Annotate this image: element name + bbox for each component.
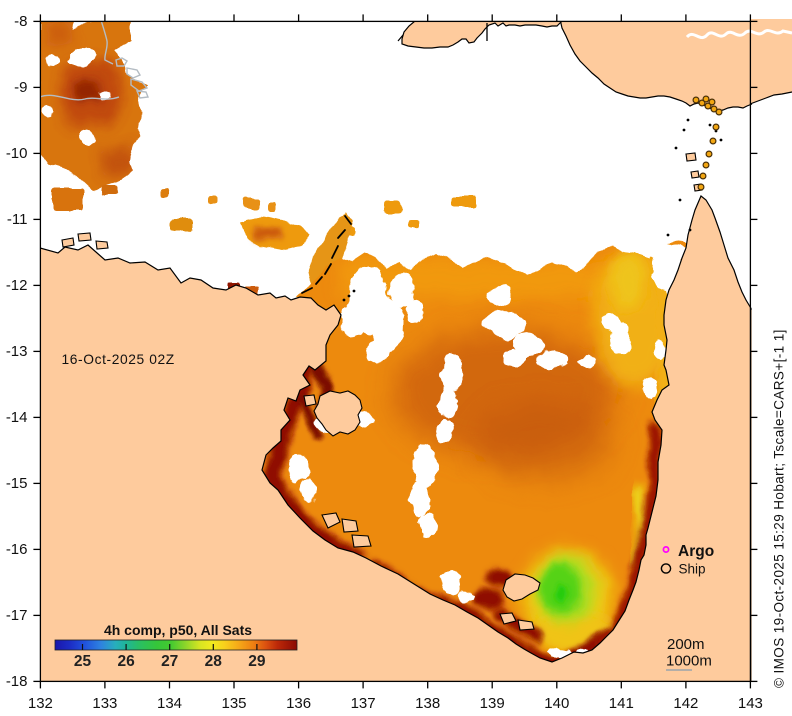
svg-text:139: 139	[480, 695, 505, 712]
svg-text:136: 136	[286, 695, 311, 712]
svg-text:26: 26	[117, 653, 135, 670]
svg-text:-10: -10	[6, 145, 28, 162]
svg-text:28: 28	[205, 653, 223, 670]
svg-text:© IMOS 19-Oct-2025 15:29 Hobar: © IMOS 19-Oct-2025 15:29 Hobart; Tscale=…	[772, 329, 787, 688]
svg-text:142: 142	[673, 695, 698, 712]
svg-text:134: 134	[157, 695, 182, 712]
svg-text:-13: -13	[6, 343, 28, 360]
svg-text:135: 135	[221, 695, 246, 712]
svg-text:-14: -14	[6, 409, 28, 426]
svg-text:16-Oct-2025 02Z: 16-Oct-2025 02Z	[62, 352, 175, 367]
svg-text:-16: -16	[6, 541, 28, 558]
svg-text:-9: -9	[14, 79, 27, 96]
svg-text:1000m: 1000m	[666, 653, 712, 670]
svg-text:27: 27	[161, 653, 178, 670]
svg-text:25: 25	[74, 653, 92, 670]
svg-text:-8: -8	[14, 13, 27, 30]
svg-text:-18: -18	[6, 673, 28, 690]
svg-text:143: 143	[738, 695, 763, 712]
svg-text:-12: -12	[6, 277, 28, 294]
svg-text:Argo: Argo	[678, 543, 714, 560]
svg-text:-17: -17	[6, 607, 28, 624]
svg-text:4h comp, p50, All Sats: 4h comp, p50, All Sats	[104, 622, 252, 638]
svg-text:133: 133	[92, 695, 117, 712]
svg-text:137: 137	[351, 695, 376, 712]
svg-text:140: 140	[544, 695, 569, 712]
svg-text:-11: -11	[7, 211, 28, 228]
svg-text:29: 29	[248, 653, 266, 670]
svg-text:-15: -15	[6, 475, 28, 492]
svg-text:132: 132	[28, 695, 53, 712]
svg-text:141: 141	[609, 695, 634, 712]
svg-text:138: 138	[415, 695, 440, 712]
svg-text:Ship: Ship	[679, 562, 706, 577]
svg-text:200m: 200m	[667, 636, 705, 653]
